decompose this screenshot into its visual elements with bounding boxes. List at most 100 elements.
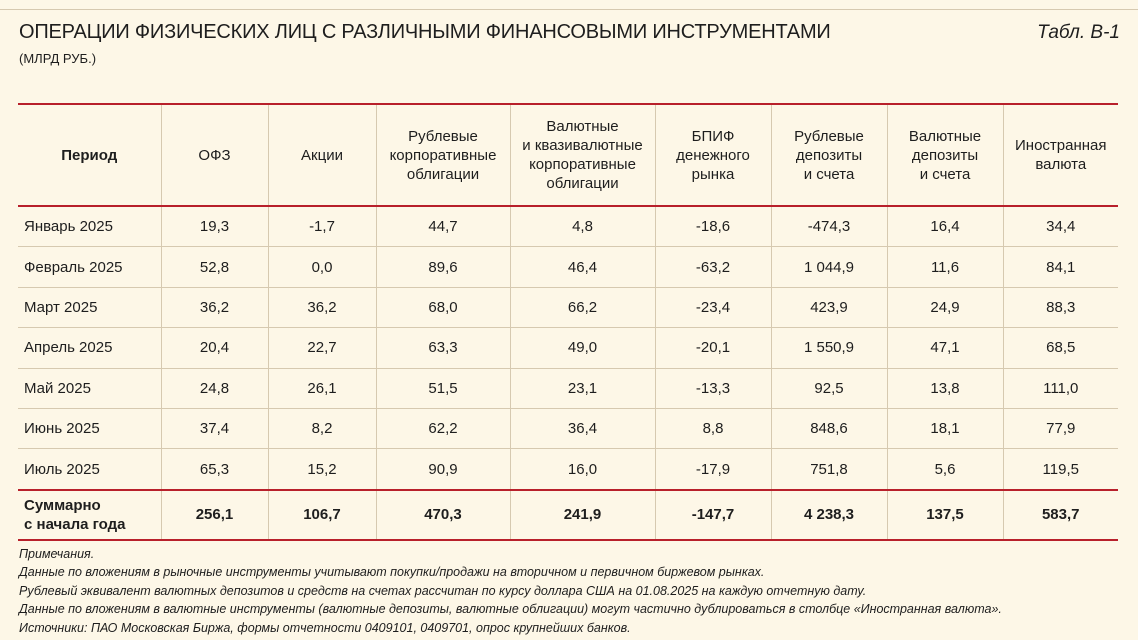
value-cell: 36,4 xyxy=(509,408,655,450)
total-value-cell: 4 238,3 xyxy=(770,488,887,541)
value-cell: 8,2 xyxy=(267,408,376,450)
value-cell: 16,4 xyxy=(886,206,1003,248)
value-cell: 89,6 xyxy=(375,246,510,288)
value-cell: 15,2 xyxy=(267,448,376,491)
value-cell: 1 550,9 xyxy=(770,327,887,369)
value-cell: 88,3 xyxy=(1002,287,1118,329)
total-value-cell: 106,7 xyxy=(267,488,376,541)
value-cell: 44,7 xyxy=(375,206,510,248)
value-cell: 22,7 xyxy=(267,327,376,369)
total-value-cell: 137,5 xyxy=(886,488,1003,541)
value-cell: 751,8 xyxy=(770,448,887,491)
col-header-rub-deposits: Рублевые депозиты и счета xyxy=(770,103,887,207)
col-header-mmf: БПИФ денежного рынка xyxy=(654,103,771,207)
notes: Примечания. Данные по вложениям в рыночн… xyxy=(19,545,1002,637)
value-cell: 49,0 xyxy=(509,327,655,369)
value-cell: 47,1 xyxy=(886,327,1003,369)
table-tag: Табл. В-1 xyxy=(1037,22,1120,43)
value-cell: 848,6 xyxy=(770,408,887,450)
note-line: Рублевый эквивалент валютных депозитов и… xyxy=(19,583,867,598)
top-rule xyxy=(0,9,1138,10)
col-header-stocks: Акции xyxy=(267,103,376,207)
notes-heading: Примечания. xyxy=(19,547,95,561)
total-label-cell: Суммарно с начала года xyxy=(18,488,161,541)
row-period-cell: Июль 2025 xyxy=(18,448,161,491)
value-cell: -1,7 xyxy=(267,206,376,248)
note-line: Данные по вложениям в валютные инструмен… xyxy=(19,602,1002,617)
col-header-rub-corp-bonds: Рублевые корпоративные облигации xyxy=(375,103,510,207)
page-title: ОПЕРАЦИИ ФИЗИЧЕСКИХ ЛИЦ С РАЗЛИЧНЫМИ ФИН… xyxy=(19,21,831,43)
value-cell: 23,1 xyxy=(509,368,655,409)
data-table: Период ОФЗ Акции Рублевые корпоративные об… xyxy=(18,103,1118,541)
value-cell: 51,5 xyxy=(375,368,510,409)
value-cell: 36,2 xyxy=(160,287,268,329)
value-cell: 52,8 xyxy=(160,246,268,288)
value-cell: 11,6 xyxy=(886,246,1003,288)
table-header-row: Период ОФЗ Акции Рублевые корпоративные об… xyxy=(18,103,1118,207)
value-cell: 119,5 xyxy=(1002,448,1118,491)
value-cell: 13,8 xyxy=(886,368,1003,409)
value-cell: 423,9 xyxy=(770,287,887,329)
value-cell: -13,3 xyxy=(654,368,771,409)
value-cell: 26,1 xyxy=(267,368,376,409)
value-cell: 4,8 xyxy=(509,206,655,248)
value-cell: 65,3 xyxy=(160,448,268,491)
note-line: Данные по вложениям в рыночные инструмен… xyxy=(19,565,765,580)
col-header-ofz: ОФЗ xyxy=(160,103,268,207)
value-cell: 24,9 xyxy=(886,287,1003,329)
total-value-cell: 583,7 xyxy=(1002,488,1118,541)
value-cell: 36,2 xyxy=(267,287,376,329)
col-header-fx-corp-bonds: Валютные и квазивалютные корпоративные обли… xyxy=(509,103,655,207)
value-cell: 0,0 xyxy=(267,246,376,288)
value-cell: 1 044,9 xyxy=(770,246,887,288)
total-value-cell: 256,1 xyxy=(160,488,268,541)
value-cell: 24,8 xyxy=(160,368,268,409)
value-cell: 77,9 xyxy=(1002,408,1118,450)
table-row: Январь 2025 19,3 -1,7 44,7 4,8 -18,6 -474,3 16,… xyxy=(18,206,1118,248)
row-period-cell: Март 2025 xyxy=(18,287,161,329)
value-cell: 8,8 xyxy=(654,408,771,450)
value-cell: -17,9 xyxy=(654,448,771,491)
value-cell: 62,2 xyxy=(375,408,510,450)
value-cell: 37,4 xyxy=(160,408,268,450)
total-value-cell: 241,9 xyxy=(509,488,655,541)
row-period-cell: Январь 2025 xyxy=(18,206,161,248)
total-value-cell: -147,7 xyxy=(654,488,771,541)
total-row: Суммарно с начала года 256,1 106,7 470,3 241,… xyxy=(18,488,1118,541)
sources-line: Источники: ПАО Московская Биржа, формы о… xyxy=(19,620,631,635)
row-period-cell: Июнь 2025 xyxy=(18,408,161,450)
total-value-cell: 470,3 xyxy=(375,488,510,541)
value-cell: 63,3 xyxy=(375,327,510,369)
table-row: Март 2025 36,2 36,2 68,0 66,2 -23,4 423,9 24,9 8… xyxy=(18,287,1118,329)
value-cell: -18,6 xyxy=(654,206,771,248)
value-cell: -63,2 xyxy=(654,246,771,288)
table-row: Февраль 2025 52,8 0,0 89,6 46,4 -63,2 1 044,9 1… xyxy=(18,246,1118,288)
value-cell: 90,9 xyxy=(375,448,510,491)
col-header-fx-deposits: Валютные депозиты и счета xyxy=(886,103,1003,207)
value-cell: 16,0 xyxy=(509,448,655,491)
page-subtitle: (МЛРД РУБ.) xyxy=(19,51,97,66)
value-cell: 19,3 xyxy=(160,206,268,248)
value-cell: 84,1 xyxy=(1002,246,1118,288)
table-row: Май 2025 24,8 26,1 51,5 23,1 -13,3 92,5 13,8 111… xyxy=(18,368,1118,409)
value-cell: 46,4 xyxy=(509,246,655,288)
value-cell: 5,6 xyxy=(886,448,1003,491)
value-cell: 20,4 xyxy=(160,327,268,369)
value-cell: -474,3 xyxy=(770,206,887,248)
row-period-cell: Май 2025 xyxy=(18,368,161,409)
table-row: Июль 2025 65,3 15,2 90,9 16,0 -17,9 751,8 5,6 11… xyxy=(18,448,1118,491)
col-header-foreign-currency: Иностранная валюта xyxy=(1002,103,1118,207)
value-cell: 66,2 xyxy=(509,287,655,329)
value-cell: -23,4 xyxy=(654,287,771,329)
table-row: Июнь 2025 37,4 8,2 62,2 36,4 8,8 848,6 18,1 77,9 xyxy=(18,408,1118,450)
value-cell: 34,4 xyxy=(1002,206,1118,248)
value-cell: 111,0 xyxy=(1002,368,1118,409)
row-period-cell: Февраль 2025 xyxy=(18,246,161,288)
row-period-cell: Апрель 2025 xyxy=(18,327,161,369)
value-cell: -20,1 xyxy=(654,327,771,369)
col-header-period: Период xyxy=(18,103,161,207)
value-cell: 68,5 xyxy=(1002,327,1118,369)
value-cell: 18,1 xyxy=(886,408,1003,450)
value-cell: 92,5 xyxy=(770,368,887,409)
value-cell: 68,0 xyxy=(375,287,510,329)
